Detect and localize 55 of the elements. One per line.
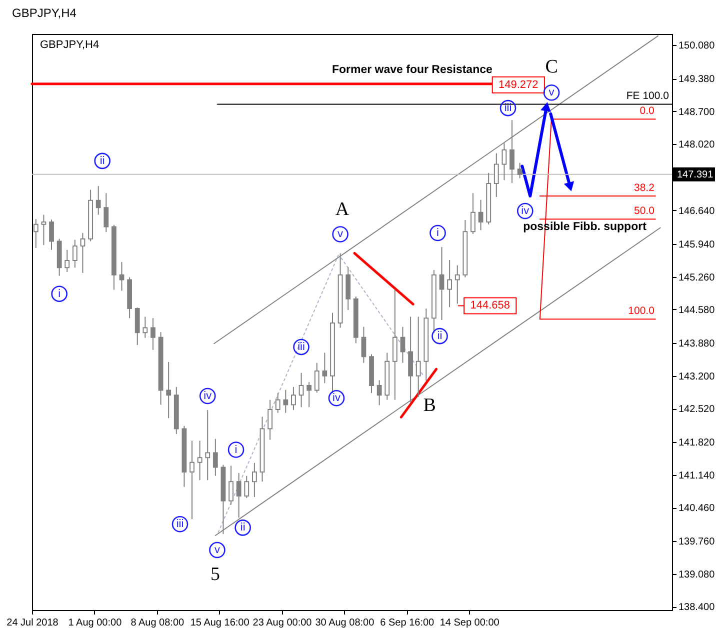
annotation: iv	[332, 392, 341, 404]
annotation: v	[338, 228, 344, 240]
annotation: ii	[240, 522, 246, 534]
y-tick-label: 138.400	[678, 602, 716, 614]
annotation: Former wave four Resistance	[332, 64, 492, 76]
y-tick-label: 143.200	[678, 371, 716, 382]
y-tick-label: 146.640	[678, 206, 716, 217]
y-tick-label: 145.260	[678, 272, 716, 284]
y-tick-label: 143.880	[678, 338, 716, 350]
annotation: ii	[437, 330, 442, 342]
x-tick-label: 6 Sep 16:00	[380, 618, 435, 628]
y-tick-label: 140.460	[678, 503, 716, 514]
annotation: 144.658	[470, 300, 510, 312]
x-tick-label: 23 Aug 00:00	[252, 618, 312, 628]
y-tick-label: 141.820	[678, 438, 716, 449]
x-tick-label: 1 Aug 00:00	[68, 618, 122, 628]
y-tick-label: 141.140	[678, 470, 716, 482]
annotation: v	[214, 544, 220, 556]
annotation: i	[58, 288, 61, 300]
y-tick-label: 139.760	[678, 536, 716, 548]
annotation: GBPJPY,H4	[40, 39, 100, 51]
annotation: i	[436, 226, 439, 239]
annotation: v	[548, 86, 555, 99]
annotation: A	[335, 199, 350, 220]
annotation: B	[423, 394, 436, 416]
y-tick-label: 148.020	[678, 140, 716, 151]
y-tick-label: 142.520	[678, 404, 716, 416]
annotation: C	[545, 56, 558, 78]
annotation: ii	[100, 154, 105, 167]
annotation: iii	[298, 340, 305, 353]
y-tick-label: 139.080	[678, 569, 716, 580]
x-tick-label: 14 Sep 00:00	[440, 618, 500, 628]
annotation: 149.272	[498, 78, 538, 91]
y-tick-label: 148.700	[678, 106, 716, 118]
annotation: iii	[176, 518, 184, 530]
ref-line-label: 147.391	[677, 169, 714, 180]
x-tick-label: 15 Aug 16:00	[190, 618, 250, 628]
annotation: 5	[210, 564, 220, 586]
x-tick-label: 30 Aug 08:00	[315, 618, 375, 628]
annotation: i	[234, 444, 238, 456]
y-tick-label: 144.580	[678, 305, 716, 316]
annotation: iv	[204, 390, 212, 402]
annotation: iv	[521, 205, 530, 218]
annotation: 50.0	[634, 205, 655, 218]
y-tick-label: 145.940	[678, 240, 716, 251]
x-tick-label: 8 Aug 08:00	[130, 618, 185, 628]
annotation: FE 100.0	[626, 90, 670, 102]
annotation: iii	[504, 102, 512, 114]
y-tick-label: 150.080	[678, 40, 716, 52]
annotation: 0.0	[640, 105, 655, 118]
annotation: 38.2	[634, 182, 655, 194]
y-tick-label: 149.380	[678, 74, 716, 86]
annotation: 100.0	[628, 305, 655, 318]
chart-title: GBPJPY,H4	[12, 6, 77, 20]
x-tick-label: 24 Jul 2018	[6, 618, 59, 628]
